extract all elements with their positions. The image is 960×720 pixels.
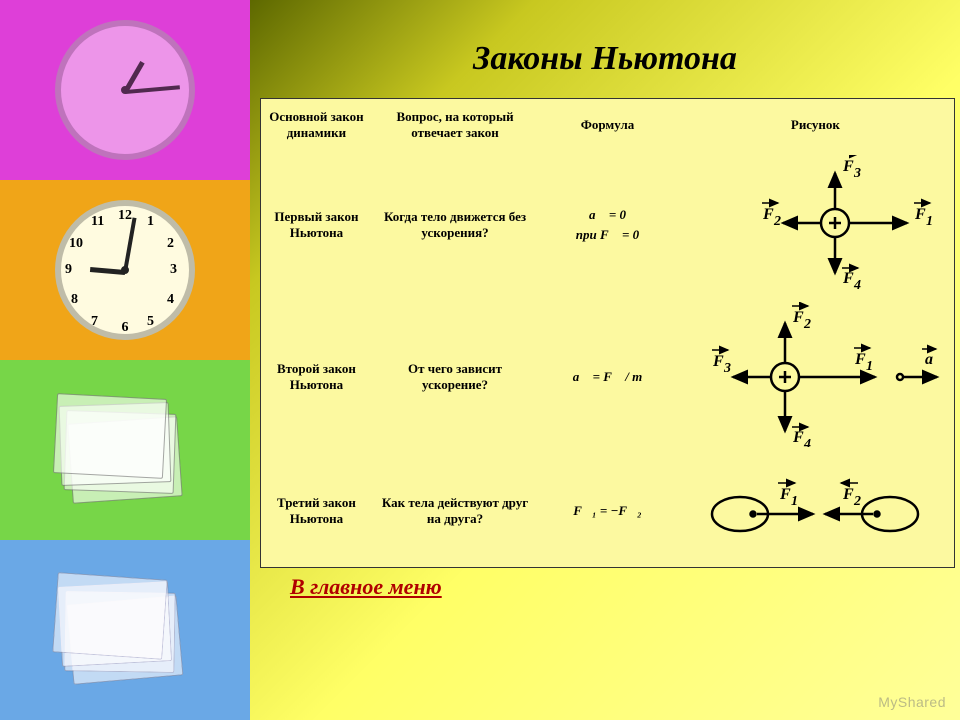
svg-text:F: F — [779, 486, 791, 503]
svg-text:a: a — [925, 351, 933, 368]
sidebar-cell-1 — [0, 0, 250, 180]
svg-text:1: 1 — [926, 214, 933, 229]
main-content: Законы Ньютона Основной закон динамики В… — [250, 0, 960, 720]
svg-text:F: F — [842, 158, 854, 175]
svg-text:F: F — [762, 206, 774, 223]
main-menu-link[interactable]: В главное меню — [250, 574, 442, 600]
table-row: Первый закон Ньютона Когда тело движется… — [261, 151, 954, 298]
clock-icon: 12 3 6 9 11 1 2 4 5 7 8 10 — [55, 200, 195, 340]
papers-icon — [40, 570, 210, 690]
svg-text:2: 2 — [853, 494, 861, 509]
svg-text:F: F — [792, 309, 804, 326]
law-diagram: F1 F2 F3 F4 — [677, 151, 954, 298]
svg-text:F: F — [914, 206, 926, 223]
second-law-diagram-icon: F1 F2 F3 F4 a — [685, 302, 945, 447]
svg-text:4: 4 — [803, 437, 811, 447]
svg-text:F: F — [842, 270, 854, 287]
law-question: Когда тело движется без ускорения? — [372, 151, 538, 298]
law-name: Второй закон Ньютона — [261, 298, 372, 455]
col-header-law: Основной закон динамики — [261, 99, 372, 151]
laws-table: Основной закон динамики Вопрос, на котор… — [260, 98, 955, 568]
law-name: Первый закон Ньютона — [261, 151, 372, 298]
svg-text:F: F — [842, 486, 854, 503]
papers-icon — [40, 390, 210, 510]
law-question: От чего зависит ускорение? — [372, 298, 538, 455]
svg-text:2: 2 — [803, 317, 811, 332]
table-header-row: Основной закон динамики Вопрос, на котор… — [261, 99, 954, 151]
formula-line: F⃗₁ = −F⃗₂ — [542, 501, 673, 521]
clock-icon — [55, 20, 195, 160]
sidebar-cell-2: 12 3 6 9 11 1 2 4 5 7 8 10 — [0, 180, 250, 360]
first-law-diagram-icon: F1 F2 F3 F4 — [685, 155, 945, 290]
law-question: Как тела действуют друг на друга? — [372, 455, 538, 567]
sidebar-cell-4 — [0, 540, 250, 720]
formula-line: a⃗ = F⃗ / m — [542, 367, 673, 387]
col-header-diagram: Рисунок — [677, 99, 954, 151]
col-header-question: Вопрос, на который отвечает закон — [372, 99, 538, 151]
law-formula: a⃗ = 0 при F⃗ = 0 — [538, 151, 677, 298]
third-law-diagram-icon: F1 F2 — [685, 459, 945, 559]
svg-text:2: 2 — [773, 214, 781, 229]
svg-text:F: F — [792, 429, 804, 446]
sidebar-cell-3 — [0, 360, 250, 540]
law-formula: F⃗₁ = −F⃗₂ — [538, 455, 677, 567]
formula-line: при F⃗ = 0 — [542, 225, 673, 245]
col-header-formula: Формула — [538, 99, 677, 151]
law-diagram: F1 F2 F3 F4 a — [677, 298, 954, 455]
svg-text:4: 4 — [853, 278, 861, 290]
sidebar: 12 3 6 9 11 1 2 4 5 7 8 10 — [0, 0, 250, 720]
svg-text:3: 3 — [723, 361, 731, 376]
table-row: Второй закон Ньютона От чего зависит уск… — [261, 298, 954, 455]
svg-text:1: 1 — [791, 494, 798, 509]
table-row: Третий закон Ньютона Как тела действуют … — [261, 455, 954, 567]
svg-text:F: F — [854, 351, 866, 368]
watermark: MyShared — [878, 694, 946, 710]
law-name: Третий закон Ньютона — [261, 455, 372, 567]
svg-text:1: 1 — [866, 359, 873, 374]
formula-line: a⃗ = 0 — [542, 205, 673, 225]
page-title: Законы Ньютона — [250, 0, 960, 78]
law-formula: a⃗ = F⃗ / m — [538, 298, 677, 455]
svg-text:F: F — [712, 353, 724, 370]
svg-text:3: 3 — [853, 166, 861, 181]
law-diagram: F1 F2 — [677, 455, 954, 567]
